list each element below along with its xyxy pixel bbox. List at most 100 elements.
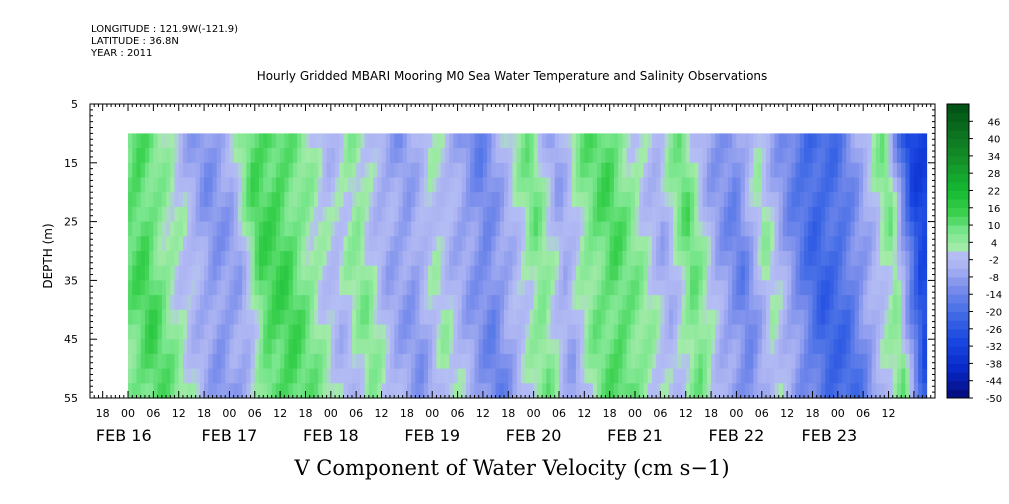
heatmap-cell: [389, 324, 395, 340]
heatmap-cell: [491, 280, 497, 296]
heatmap-cell: [157, 265, 163, 281]
heatmap-cell: [643, 133, 649, 149]
heatmap-cell: [833, 353, 839, 370]
heatmap-cell: [643, 324, 649, 340]
heatmap-cell: [271, 251, 277, 267]
heatmap-cell: [664, 133, 670, 149]
heatmap-cell: [757, 236, 763, 252]
heatmap-cell: [837, 265, 843, 281]
heatmap-cell: [174, 368, 180, 384]
heatmap-cell: [373, 133, 378, 149]
heatmap-cell: [136, 339, 142, 355]
heatmap-cell: [504, 324, 509, 340]
heatmap-cell: [571, 206, 577, 223]
heatmap-cell: [153, 251, 159, 267]
heatmap-cell: [854, 265, 860, 281]
heatmap-cell: [837, 206, 843, 223]
heatmap-cell: [812, 265, 818, 281]
heatmap-cell: [626, 133, 632, 149]
heatmap-cell: [757, 177, 763, 193]
heatmap-cell: [711, 251, 716, 267]
heatmap-cell: [766, 236, 771, 252]
heatmap-cell: [178, 265, 184, 281]
heatmap-cell: [292, 162, 298, 179]
heatmap-cell: [335, 177, 340, 193]
heatmap-cell: [161, 339, 167, 355]
heatmap-cell: [166, 177, 171, 193]
heatmap-cell: [495, 133, 501, 149]
heatmap-cell: [170, 295, 176, 311]
heatmap-cell: [385, 236, 391, 252]
heatmap-cell: [356, 295, 361, 311]
heatmap-cell: [880, 177, 885, 193]
heatmap-cell: [656, 309, 661, 326]
heatmap-cell: [922, 265, 928, 281]
x-tick-label: 18: [298, 407, 312, 420]
colorbar-swatch: [947, 337, 969, 347]
heatmap-cell: [567, 353, 573, 370]
heatmap-cell: [423, 206, 429, 223]
heatmap-cell: [305, 133, 311, 149]
heatmap-cell: [423, 383, 429, 399]
heatmap-cell: [474, 265, 480, 281]
heatmap-cell: [457, 383, 463, 399]
heatmap-cell: [575, 148, 581, 164]
heatmap-cell: [364, 133, 370, 149]
heatmap-cell: [195, 339, 201, 355]
heatmap-cell: [508, 236, 514, 252]
heatmap-cell: [284, 309, 290, 326]
heatmap-cell: [537, 339, 543, 355]
heatmap-cell: [550, 353, 556, 370]
heatmap-cell: [347, 368, 353, 384]
heatmap-cell: [597, 309, 602, 326]
x-tick-label: 06: [248, 407, 262, 420]
heatmap-cell: [335, 368, 340, 384]
heatmap-cell: [191, 148, 197, 164]
heatmap-cell: [212, 221, 218, 237]
heatmap-cell: [833, 265, 839, 281]
heatmap-cell: [757, 148, 763, 164]
heatmap-cell: [525, 295, 530, 311]
heatmap-cell: [896, 339, 902, 355]
heatmap-cell: [368, 324, 374, 340]
heatmap-cell: [597, 295, 602, 311]
heatmap-cell: [220, 353, 226, 370]
heatmap-cell: [766, 192, 771, 208]
heatmap-cell: [199, 236, 205, 252]
heatmap-cell: [808, 133, 814, 149]
heatmap-cell: [888, 368, 894, 384]
y-tick-label: 35: [64, 274, 78, 287]
heatmap-cell: [575, 177, 581, 193]
heatmap-cell: [618, 148, 623, 164]
heatmap-cell: [140, 295, 146, 311]
heatmap-cell: [233, 192, 239, 208]
heatmap-cell: [457, 236, 463, 252]
heatmap-cell: [449, 148, 454, 164]
heatmap-cell: [318, 309, 323, 326]
heatmap-cell: [128, 309, 133, 326]
heatmap-cell: [601, 280, 607, 296]
heatmap-cell: [702, 353, 708, 370]
heatmap-cell: [727, 353, 733, 370]
heatmap-cell: [546, 368, 552, 384]
heatmap-cell: [635, 177, 640, 193]
heatmap-cell: [402, 368, 408, 384]
heatmap-cell: [482, 206, 488, 223]
heatmap-cell: [233, 295, 239, 311]
heatmap-cells: [128, 133, 928, 399]
heatmap-cell: [842, 324, 847, 340]
heatmap-cell: [647, 280, 653, 296]
heatmap-cell: [263, 280, 269, 296]
heatmap-cell: [664, 324, 670, 340]
heatmap-cell: [804, 295, 809, 311]
heatmap-cell: [563, 295, 569, 311]
heatmap-cell: [149, 339, 154, 355]
heatmap-cell: [727, 339, 733, 355]
heatmap-cell: [144, 265, 150, 281]
heatmap-cell: [905, 383, 911, 399]
heatmap-cell: [436, 353, 442, 370]
heatmap-cell: [191, 221, 197, 237]
heatmap-cell: [174, 206, 180, 223]
heatmap-cell: [905, 280, 911, 296]
heatmap-cell: [398, 280, 404, 296]
